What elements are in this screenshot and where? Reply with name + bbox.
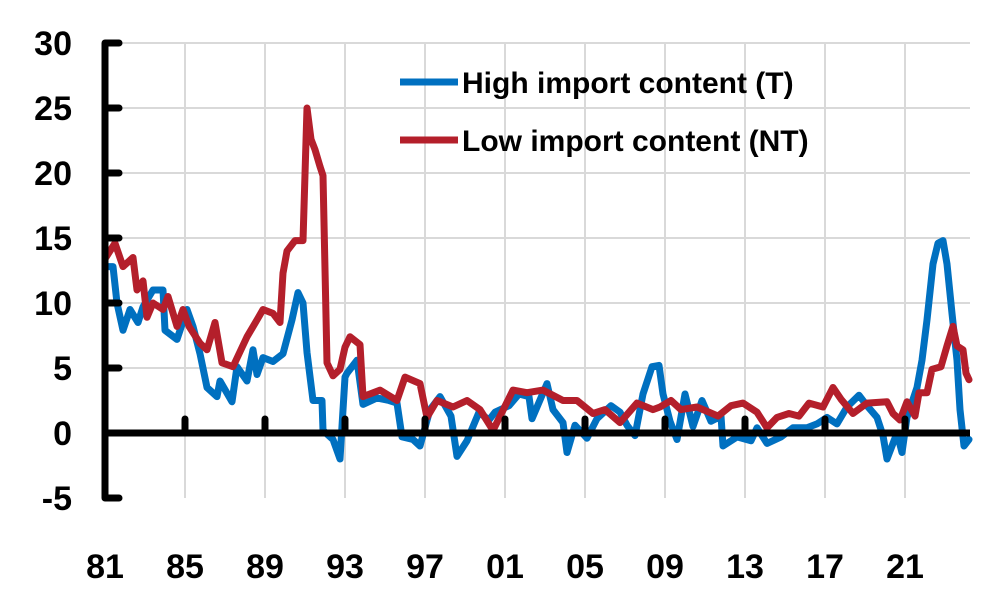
y-tick-labels: -5 0 5 10 15 20 25 30 (34, 25, 72, 518)
y-tick-label: 25 (34, 90, 72, 128)
legend-label-low-import: Low import content (NT) (462, 125, 809, 158)
series-lines (101, 104, 973, 463)
x-tick-label: 09 (646, 548, 684, 586)
axes (101, 39, 970, 502)
legend: High import content (T) Low import conte… (400, 67, 809, 158)
y-tick-label: -5 (42, 480, 72, 518)
y-tick-label: 10 (34, 285, 72, 323)
legend-label-high-import: High import content (T) (462, 67, 794, 100)
series-high-import-line (101, 237, 973, 463)
x-tick-label: 89 (246, 548, 284, 586)
x-tick-label: 97 (406, 548, 444, 586)
x-tick-label: 01 (486, 548, 524, 586)
x-tick-labels: 81 85 89 93 97 01 05 09 13 17 21 (86, 548, 924, 586)
x-tick-label: 93 (326, 548, 364, 586)
y-tick-label: 15 (34, 220, 72, 258)
x-tick-label: 81 (86, 548, 124, 586)
x-tick-label: 21 (886, 548, 924, 586)
y-tick-label: 20 (34, 155, 72, 193)
x-tick-label: 85 (166, 548, 204, 586)
y-tick-label: 30 (34, 25, 72, 63)
y-tick-label: 0 (53, 415, 72, 453)
x-tick-label: 05 (566, 548, 604, 586)
y-tick-label: 5 (53, 350, 72, 388)
x-tick-label: 13 (726, 548, 764, 586)
x-tick-label: 17 (806, 548, 844, 586)
series-low-import-line (101, 104, 973, 434)
